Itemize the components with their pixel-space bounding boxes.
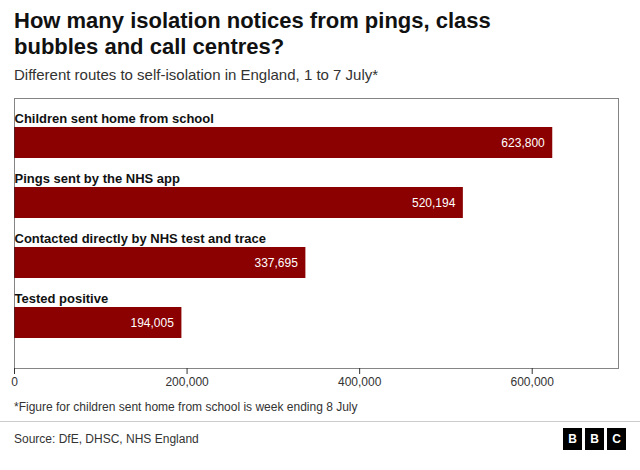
svg-text:400,000: 400,000 (338, 375, 382, 389)
html-text:B: B (590, 432, 599, 446)
svg-text:Pings sent by the NHS app: Pings sent by the NHS app (15, 171, 180, 186)
html-text:Source: DfE, DHSC, NHS England: Source: DfE, DHSC, NHS England (14, 432, 199, 446)
html-text:C: C (612, 432, 621, 446)
html-text:How many isolation notices fro: How many isolation notices from pings, c… (14, 8, 491, 59)
svg-text:337,695: 337,695 (254, 256, 298, 270)
html-text:B: B (568, 432, 577, 446)
svg-text:Tested positive: Tested positive (15, 291, 109, 306)
svg-text:623,800: 623,800 (501, 136, 545, 150)
html-text:*Figure for children sent home: *Figure for children sent home from scho… (14, 400, 358, 414)
svg-text:Children sent home from school: Children sent home from school (15, 111, 214, 126)
html-text:Different routes to self-isola: Different routes to self-isolation in En… (14, 66, 379, 83)
svg-text:520,194: 520,194 (412, 196, 456, 210)
svg-text:0: 0 (11, 375, 18, 389)
svg-text:Contacted directly by NHS test: Contacted directly by NHS test and trace (15, 231, 266, 246)
svg-text:194,005: 194,005 (131, 316, 175, 330)
svg-text:600,000: 600,000 (511, 375, 555, 389)
svg-text:200,000: 200,000 (165, 375, 209, 389)
